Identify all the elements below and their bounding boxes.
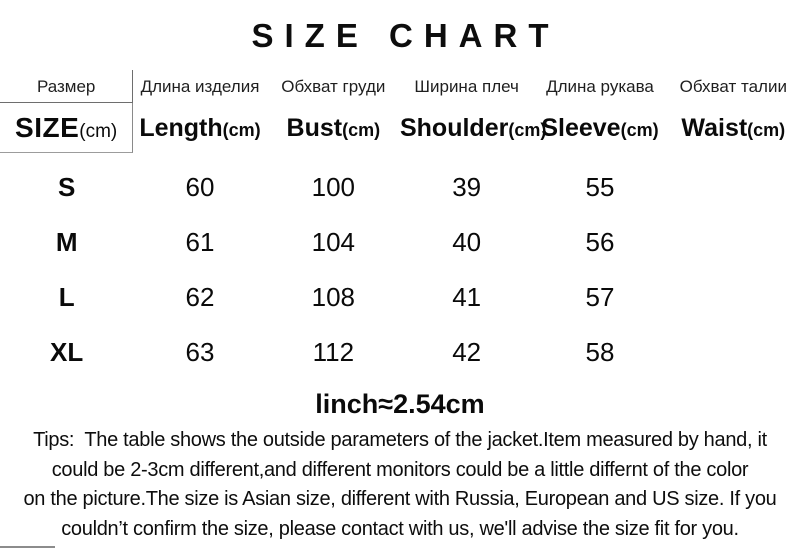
table-row-xl: XL 63 112 42 58: [0, 325, 800, 380]
tip-line: Tips: The table shows the outside parame…: [33, 429, 767, 451]
column-label-en: Shoulder(cm): [399, 103, 546, 153]
cell-shoulder: 41: [452, 282, 482, 312]
column-label-en-text: Waist: [681, 114, 748, 142]
bottom-edge-line: [0, 546, 55, 548]
cell-length: 61: [185, 227, 215, 257]
table-row-m: M 61 104 40 56: [0, 215, 800, 270]
column-label-en-text: Sleeve: [541, 114, 621, 142]
cell-sleeve: 56: [585, 227, 615, 257]
cell-length: 60: [185, 172, 215, 202]
column-label-en: Length(cm): [133, 103, 266, 153]
column-header-length: Длина изделия Length(cm): [133, 70, 266, 153]
column-label-ru: Ширина плеч: [414, 77, 519, 96]
cell-bust: 104: [311, 227, 356, 257]
cell-shoulder: 42: [452, 337, 482, 367]
cell-sleeve: 58: [585, 337, 615, 367]
cell-waist: [667, 270, 800, 325]
column-unit: (cm): [620, 120, 659, 140]
cell-size: L: [58, 282, 75, 312]
column-unit: (cm): [508, 120, 547, 140]
table-row-s: S 60 100 39 55: [0, 160, 800, 215]
column-label-en-text: Shoulder: [399, 114, 509, 142]
column-label-en: Bust(cm): [267, 103, 400, 153]
cell-shoulder: 40: [452, 227, 482, 257]
column-header-bust: Обхват груди Bust(cm): [267, 70, 400, 153]
cell-sleeve: 55: [585, 172, 615, 202]
column-unit: (cm): [222, 120, 261, 140]
tip-line: could be 2-3cm different,and different m…: [51, 458, 749, 481]
cell-bust: 112: [312, 337, 355, 367]
column-label-en: Sleeve(cm): [533, 103, 666, 153]
cell-bust: 108: [311, 282, 356, 312]
table-row-l: L 62 108 41 57: [0, 270, 800, 325]
column-label-en: Waist(cm): [667, 103, 800, 153]
cell-length: 62: [185, 282, 215, 312]
tip-line: couldn’t confirm the size, please contac…: [61, 517, 739, 540]
inch-conversion-note: linch≈2.54cm: [315, 389, 485, 419]
column-unit: (cm): [342, 120, 381, 140]
column-header-waist: Обхват талии Waist(cm): [667, 70, 800, 153]
cell-waist: [667, 215, 800, 270]
column-label-en-text: SIZE: [15, 112, 80, 143]
column-label-ru: Обхват груди: [281, 77, 386, 96]
table-header-row: Размер SIZE(cm) Длина изделия Length(cm)…: [0, 70, 800, 153]
column-label-en-text: Length: [139, 114, 223, 142]
cell-waist: [667, 325, 800, 380]
column-header-sleeve: Длина рукава Sleeve(cm): [533, 70, 666, 153]
page-title: SIZE CHART: [251, 17, 560, 54]
column-label-ru: Размер: [0, 70, 134, 103]
tip-line: on the picture.The size is Asian size, d…: [23, 488, 777, 510]
cell-size: M: [55, 227, 78, 257]
column-label-ru: Обхват талии: [679, 77, 787, 96]
column-label-en-text: Bust: [286, 114, 343, 142]
table-body: S 60 100 39 55 M 61 104 40 56 L 62 108 4…: [0, 160, 800, 380]
cell-size: XL: [50, 337, 84, 367]
column-unit: (cm): [79, 121, 118, 142]
column-unit: (cm): [747, 120, 786, 140]
cell-shoulder: 39: [452, 172, 482, 202]
column-header-size: Размер SIZE(cm): [0, 70, 134, 153]
column-label-en: SIZE(cm): [0, 103, 134, 153]
column-label-ru: Длина изделия: [140, 77, 260, 96]
cell-size: S: [57, 172, 76, 202]
cell-bust: 100: [311, 172, 356, 202]
column-label-ru: Длина рукава: [546, 77, 654, 96]
tips-text: Tips: The table shows the outside parame…: [0, 426, 800, 544]
cell-sleeve: 57: [585, 282, 615, 312]
column-header-shoulder: Ширина плеч Shoulder(cm): [399, 70, 546, 153]
cell-waist: [667, 160, 800, 215]
cell-length: 63: [185, 337, 215, 367]
